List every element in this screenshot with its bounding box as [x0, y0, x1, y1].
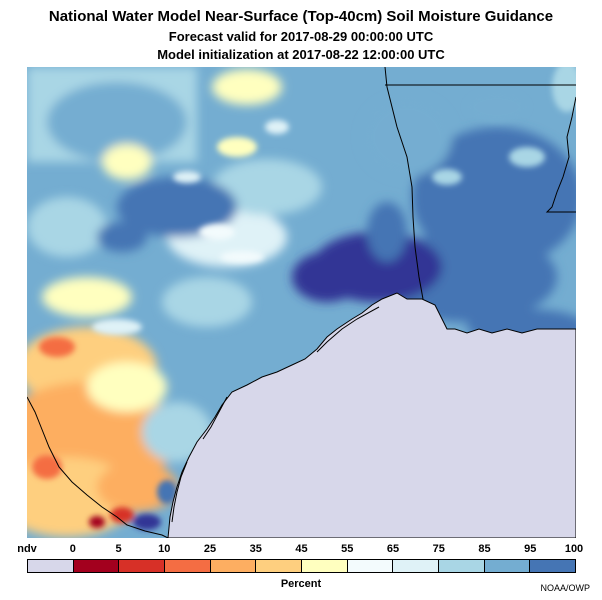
- barrier-islands: [171, 306, 380, 523]
- legend-tick-10: 10: [158, 543, 171, 555]
- soil-moisture-map: [27, 67, 576, 538]
- legend-swatch-9: [439, 560, 485, 572]
- legend-tick-5: 5: [115, 543, 122, 555]
- legend-swatch-1: [73, 560, 120, 572]
- legend-tick-65: 65: [386, 543, 400, 555]
- legend-color-bar: [27, 559, 576, 573]
- legend-tick-85: 85: [478, 543, 491, 555]
- legend-swatch-10: [484, 560, 531, 572]
- legend-swatch-6: [302, 560, 348, 572]
- legend-swatch-0: [28, 560, 74, 572]
- legend-units-label: Percent: [280, 578, 322, 590]
- mexico-border: [27, 396, 169, 538]
- legend-swatch-5: [256, 560, 303, 572]
- legend-tick-75: 75: [432, 543, 445, 555]
- legend-tick-45: 45: [295, 543, 308, 555]
- legend-tick-labels: ndv 0 5 10 25 35 45 55 65 75 85 95 100: [0, 543, 602, 557]
- legend-tick-ndv: ndv: [17, 543, 37, 555]
- map-title: National Water Model Near-Surface (Top-4…: [48, 8, 554, 25]
- legend-swatch-2: [119, 560, 166, 572]
- legend-tick-100: 100: [564, 543, 584, 555]
- gulf-of-mexico: [167, 292, 576, 538]
- legend-tick-35: 35: [249, 543, 262, 555]
- legend-tick-95: 95: [524, 543, 537, 555]
- legend-swatch-11: [530, 560, 576, 572]
- legend-tick-0: 0: [69, 543, 76, 555]
- legend-tick-25: 25: [203, 543, 217, 555]
- legend-tick-55: 55: [341, 543, 354, 555]
- forecast-valid-subtitle: Forecast valid for 2017-08-29 00:00:00 U…: [168, 29, 434, 44]
- legend-swatch-3: [165, 560, 211, 572]
- credit-label: NOAA/OWP: [540, 583, 590, 593]
- legend-swatch-8: [393, 560, 440, 572]
- model-init-subtitle: Model initialization at 2017-08-22 12:00…: [157, 47, 445, 62]
- state-border: [384, 67, 424, 300]
- louisiana-river-border: [545, 96, 576, 213]
- legend-swatch-4: [210, 560, 257, 572]
- legend-swatch-7: [347, 560, 394, 572]
